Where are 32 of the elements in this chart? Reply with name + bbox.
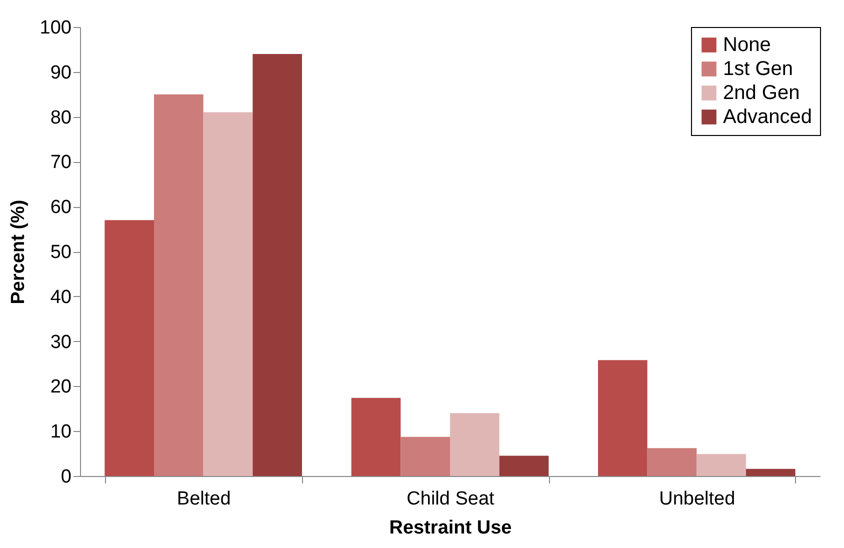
bar [154,94,204,476]
bar [252,54,302,476]
y-tick-label: 50 [50,242,72,263]
bar [746,468,796,476]
x-tick-label: Child Seat [406,488,496,510]
y-tick-label: 80 [50,107,72,128]
x-tick-label: Unbelted [659,488,736,510]
bar [598,360,648,476]
bar [499,456,549,476]
bar [696,454,746,476]
y-tick-label: 0 [60,466,72,488]
bar [351,398,401,476]
x-tick-label: Belted [176,488,231,510]
legend-label: None [723,34,771,56]
y-tick-label: 10 [50,422,72,443]
legend-label: Advanced [723,106,812,128]
legend-label: 1st Gen [723,58,794,80]
bar [647,448,697,476]
legend-label: 2nd Gen [723,82,800,104]
y-tick-label: 30 [50,332,72,353]
y-tick-label: 20 [50,376,72,398]
bar [104,220,154,476]
y-tick-label: 90 [50,62,72,84]
y-tick-label: 70 [50,152,72,174]
bar [203,112,253,476]
y-tick-label: 100 [40,18,72,38]
bar [450,413,500,476]
bar [400,436,450,476]
y-tick-label: 60 [50,197,72,218]
x-axis-title: Restraint Use [389,518,512,538]
y-tick-label: 40 [50,286,72,308]
y-axis-title: Percent (%) [8,200,29,304]
